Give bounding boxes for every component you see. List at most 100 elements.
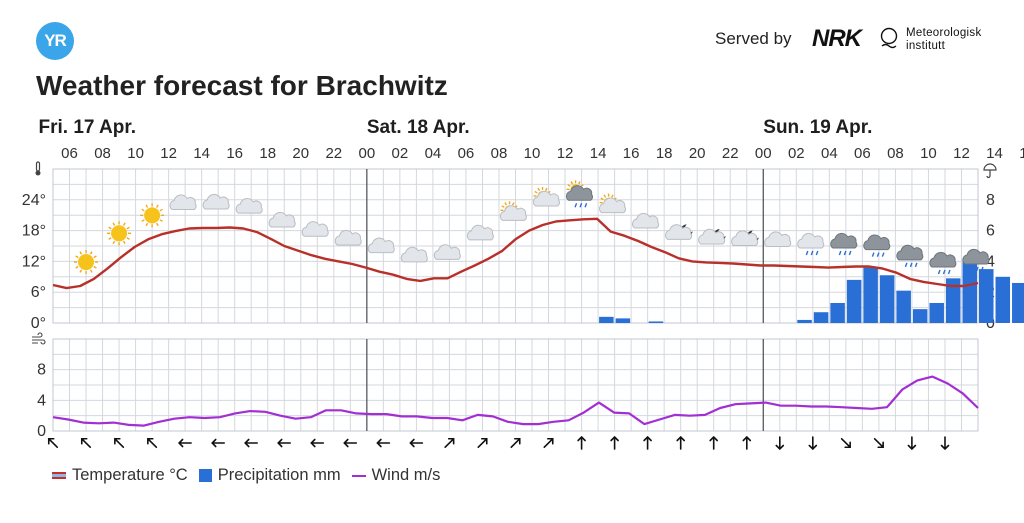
hour-tick-label: 18 [656, 145, 673, 162]
temperature-line [52, 217, 979, 290]
hour-tick-label: 06 [458, 145, 475, 162]
umbrella-icon [983, 163, 997, 179]
hour-tick-label: 14 [590, 145, 607, 162]
hour-tick-label: 08 [491, 145, 508, 162]
cloud-icon [367, 237, 395, 254]
chart-legend: Temperature °C Precipitation mm Wind m/s [52, 466, 451, 485]
wind-direction-arrow [808, 436, 818, 451]
cloud-icon [400, 246, 428, 263]
temp-tick-label: 24° [22, 192, 46, 209]
hour-tick-label: 02 [392, 145, 409, 162]
precipitation-bar [929, 302, 944, 323]
nrk-logo[interactable]: NRK [812, 25, 862, 52]
hour-tick-label: 22 [722, 145, 739, 162]
wind-direction-arrow [873, 437, 884, 449]
wind-direction-arrow [409, 438, 424, 448]
partly-sunny-icon [499, 201, 527, 221]
wind-direction-arrow [444, 437, 455, 449]
cloud-icon [169, 194, 197, 211]
precipitation-bar [797, 319, 812, 323]
hour-tick-label: 06 [61, 145, 78, 162]
partly-sunny-icon [599, 193, 627, 214]
wind-direction-arrow [177, 438, 192, 448]
met-institute-logo[interactable]: Meteorologisk institutt [906, 27, 982, 53]
hour-tick-label: 14 [986, 145, 1003, 162]
legend-temperature-label: Temperature °C [72, 466, 188, 484]
sun-icon [107, 221, 132, 246]
wind-direction-arrow [277, 438, 292, 448]
hour-tick-label: 08 [94, 145, 111, 162]
partly-night-icon [665, 224, 693, 240]
rain-icon [896, 244, 924, 268]
hour-tick-label: 12 [557, 145, 574, 162]
met-line2: institutt [906, 40, 946, 52]
precipitation-bar [846, 279, 862, 323]
wind-direction-arrow [577, 435, 586, 450]
precipitation-bar [863, 267, 878, 323]
wind-direction-arrow [244, 438, 258, 448]
precipitation-bar [962, 258, 977, 323]
hour-tick-label: 18 [259, 145, 276, 162]
temperature-swatch [52, 472, 66, 479]
partly-night-icon [731, 230, 759, 246]
wind-direction-arrow [114, 437, 125, 449]
wind-tick-label: 4 [37, 392, 46, 409]
wind-direction-arrow [775, 436, 785, 451]
precipitation-bar [813, 312, 829, 323]
temp-tick-label: 6° [31, 284, 46, 301]
precipitation-bar [945, 278, 961, 323]
day-label: Fri. 17 Apr. [39, 117, 137, 138]
served-by-label: Served by [715, 29, 792, 48]
wind-direction-arrow [343, 438, 358, 448]
wind-line [52, 375, 979, 427]
cloud-icon [202, 193, 230, 210]
rain-icon [830, 232, 858, 256]
day-label: Sun. 19 Apr. [763, 117, 872, 138]
panel-border [52, 168, 979, 324]
yr-logo[interactable]: YR [36, 22, 74, 60]
precipitation-bar [830, 302, 845, 323]
wind-direction-arrow [510, 437, 521, 449]
temp-tick-label: 18° [22, 223, 46, 240]
sun-icon [74, 250, 99, 275]
hour-tick-label: 04 [821, 145, 838, 162]
thermometer-icon [35, 161, 41, 176]
wind-direction-arrow [840, 437, 851, 449]
hour-tick-label: 12 [160, 145, 177, 162]
hour-tick-label: 22 [325, 145, 342, 162]
precip-tick-label: 4 [986, 253, 995, 270]
cloud-icon [235, 198, 263, 214]
hour-tick-label: 10 [127, 145, 144, 162]
temp-tick-label: 0° [31, 315, 46, 332]
wind-direction-arrow [477, 437, 488, 449]
sun-icon [140, 203, 165, 228]
rain-icon [929, 251, 957, 275]
precipitation-bar [1012, 282, 1024, 323]
hour-tick-label: 20 [292, 145, 309, 162]
precip-tick-label: 6 [986, 223, 995, 240]
wind-direction-arrow [709, 435, 719, 450]
cloud-icon [334, 229, 362, 246]
light-rain-icon [797, 232, 825, 256]
rain-icon [863, 234, 891, 257]
wind-tick-label: 0 [37, 423, 46, 440]
hour-tick-label: 10 [524, 145, 541, 162]
legend-wind-label: Wind m/s [371, 466, 441, 484]
wind-direction-arrow [643, 435, 652, 450]
wind-swatch [351, 474, 366, 477]
legend-temperature: Temperature °C [52, 466, 188, 485]
legend-precipitation: Precipitation mm [198, 466, 341, 485]
wind-direction-arrow [940, 436, 950, 451]
precipitation-bar [879, 275, 895, 323]
wind-direction-arrow [543, 437, 554, 449]
hour-tick-label: 12 [953, 145, 970, 162]
hour-tick-label: 06 [854, 145, 871, 162]
wind-icon [32, 332, 46, 345]
cloud-icon [268, 211, 296, 228]
precip-tick-label: 0 [986, 315, 995, 332]
panel-border [52, 338, 979, 432]
hour-tick-label: 00 [755, 145, 772, 162]
precipitation-swatch [198, 469, 212, 482]
precipitation-bar [912, 309, 928, 323]
